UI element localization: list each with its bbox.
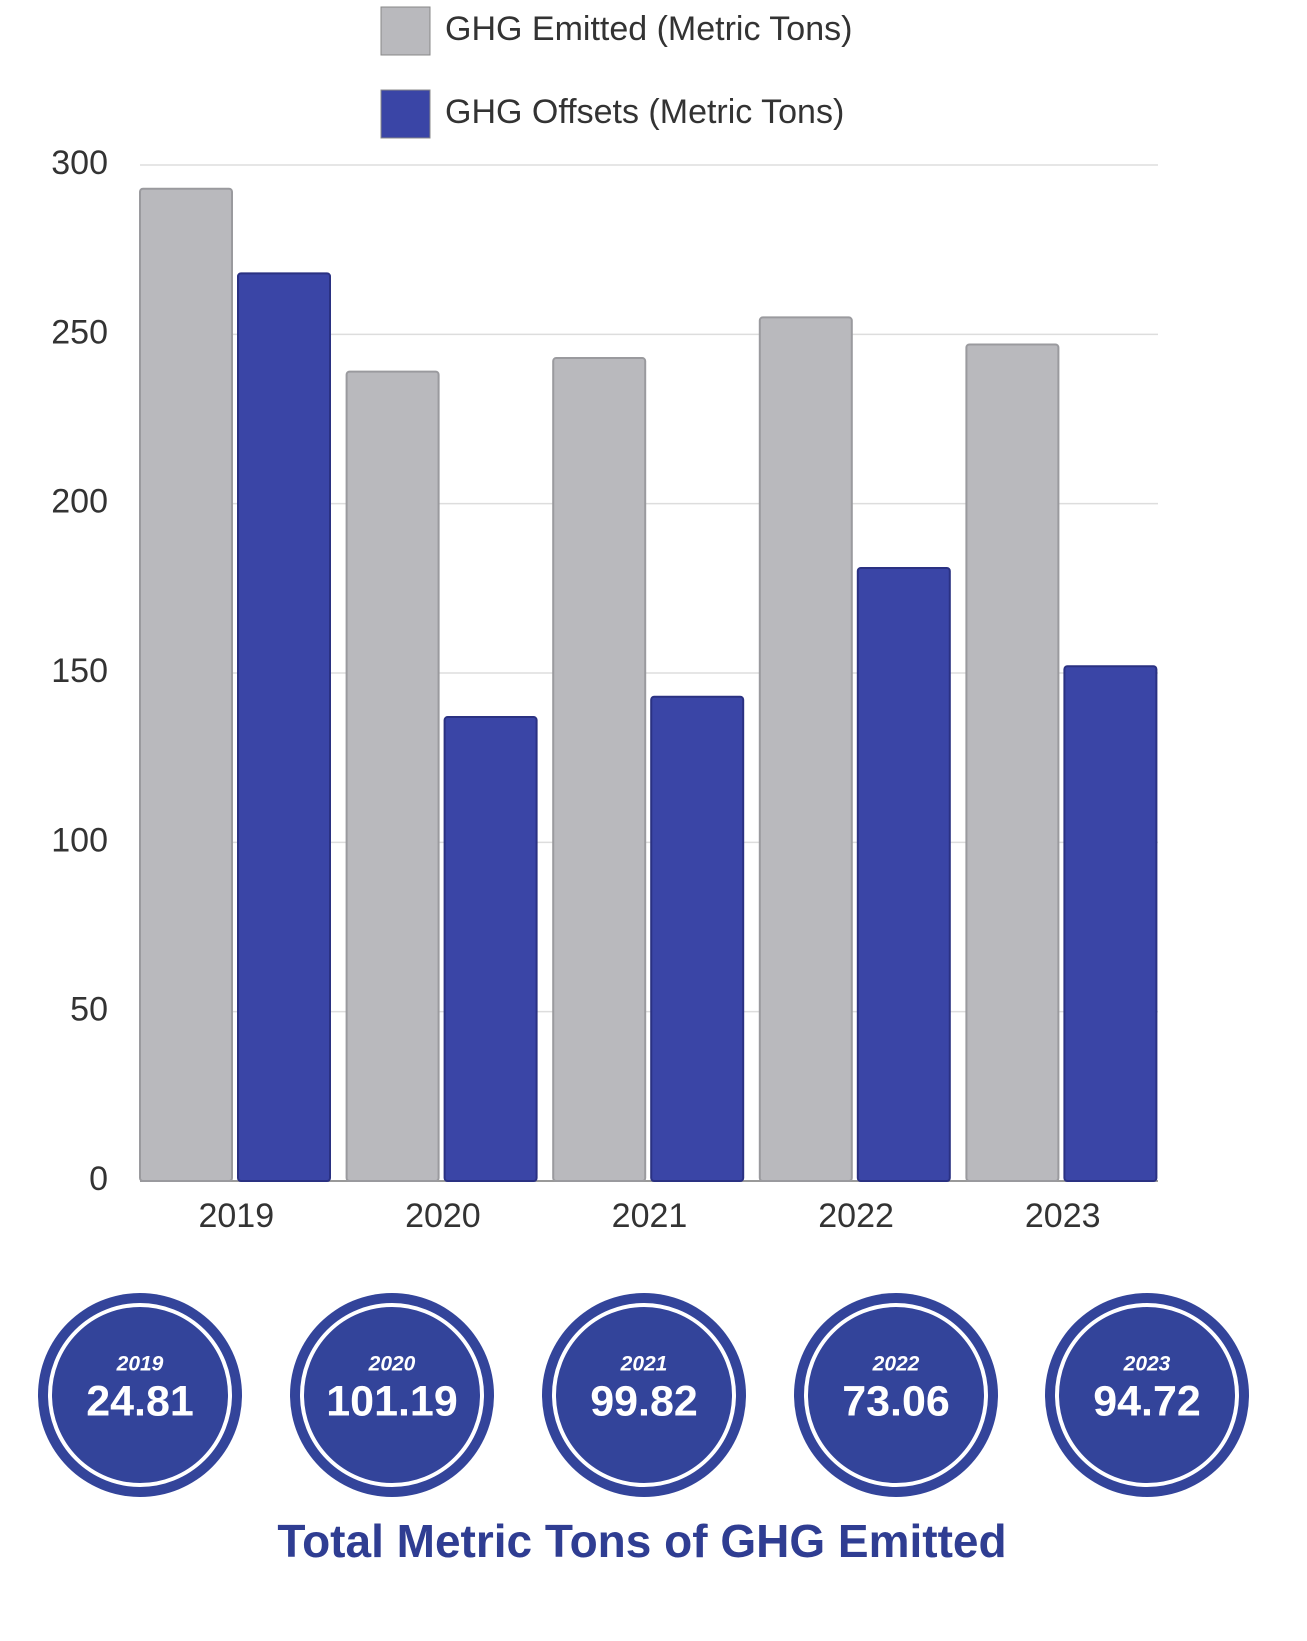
summary-year: 2023 xyxy=(1123,1353,1171,1376)
bar xyxy=(345,370,440,1182)
summary-ring xyxy=(552,1303,736,1487)
legend-label: GHG Emitted (Metric Tons) xyxy=(445,10,852,48)
summary-circle xyxy=(38,1293,242,1497)
summary-value: 101.19 xyxy=(326,1377,458,1425)
y-tick-label: 0 xyxy=(89,1160,108,1198)
legend-swatch xyxy=(380,6,431,56)
summary-ring xyxy=(48,1303,232,1487)
bar xyxy=(443,716,538,1182)
summary-ring xyxy=(1055,1303,1239,1487)
summary-value: 73.06 xyxy=(842,1377,950,1425)
summary-ring xyxy=(804,1303,988,1487)
summary-value: 99.82 xyxy=(590,1377,698,1425)
y-tick-label: 250 xyxy=(51,313,108,351)
summary-ring xyxy=(300,1303,484,1487)
x-tick-label: 2023 xyxy=(1025,1197,1101,1235)
y-tick-label: 100 xyxy=(51,821,108,859)
bar xyxy=(758,316,853,1182)
y-tick-label: 150 xyxy=(51,652,108,690)
bar xyxy=(650,695,745,1182)
summary-circle xyxy=(290,1293,494,1497)
summary-circle xyxy=(542,1293,746,1497)
summary-year: 2020 xyxy=(368,1353,416,1376)
x-tick-label: 2019 xyxy=(198,1197,274,1235)
legend-swatch xyxy=(380,89,431,139)
summary-circle xyxy=(794,1293,998,1497)
x-tick-label: 2021 xyxy=(612,1197,688,1235)
summary-value: 94.72 xyxy=(1093,1377,1201,1425)
summary-value: 24.81 xyxy=(86,1377,194,1425)
bar xyxy=(552,357,647,1183)
summary-year: 2019 xyxy=(116,1353,164,1376)
bar xyxy=(139,187,233,1182)
y-tick-label: 50 xyxy=(70,991,108,1029)
summary-title: Total Metric Tons of GHG Emitted xyxy=(277,1515,1006,1567)
bar xyxy=(1063,665,1158,1182)
x-tick-label: 2020 xyxy=(405,1197,481,1235)
bar xyxy=(237,272,331,1182)
bar xyxy=(965,343,1060,1182)
bar xyxy=(856,567,951,1182)
summary-year: 2022 xyxy=(872,1353,920,1376)
y-tick-label: 200 xyxy=(51,483,108,521)
summary-circle xyxy=(1045,1293,1249,1497)
legend-label: GHG Offsets (Metric Tons) xyxy=(445,93,844,131)
y-tick-label: 300 xyxy=(51,144,108,182)
summary-year: 2021 xyxy=(620,1353,668,1376)
x-tick-label: 2022 xyxy=(818,1197,894,1235)
